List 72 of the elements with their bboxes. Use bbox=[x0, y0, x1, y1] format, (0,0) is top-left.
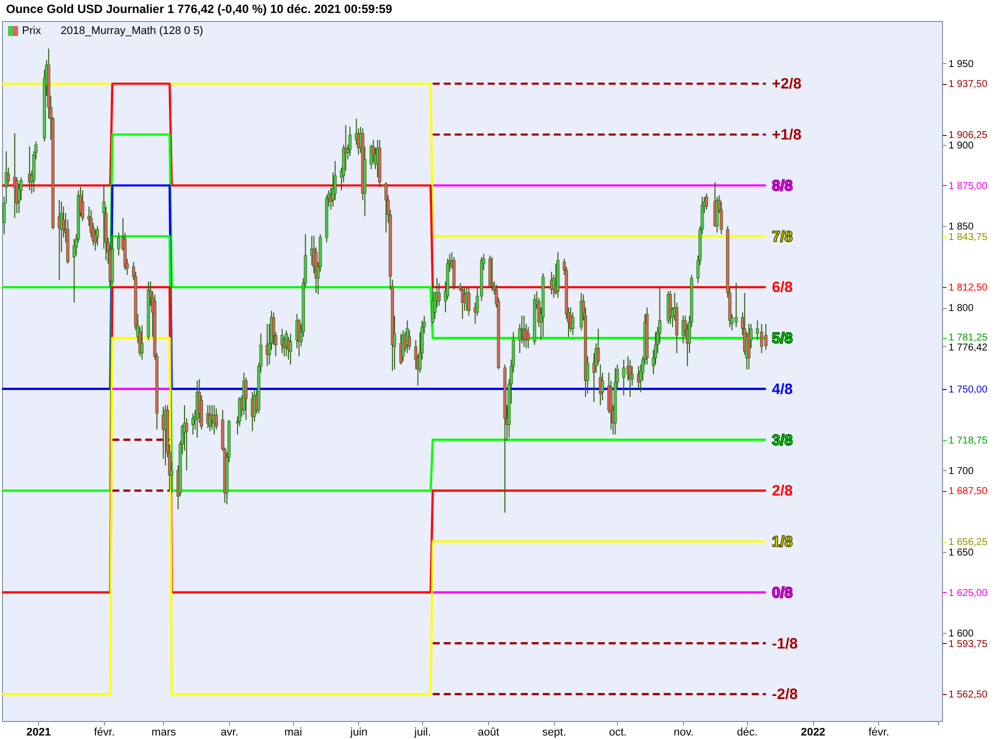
candlestick bbox=[140, 324, 144, 360]
x-tick-label: juin bbox=[349, 726, 368, 738]
y-tick-label: 1 700 bbox=[948, 466, 974, 477]
x-tick-label: 2021 bbox=[26, 726, 51, 738]
y-tick-label: 1 562,50 bbox=[948, 690, 988, 701]
x-tick-label: 2022 bbox=[800, 726, 826, 738]
candlestick bbox=[571, 312, 574, 336]
candlestick bbox=[72, 238, 76, 304]
series-label: 8/8 bbox=[772, 177, 793, 194]
x-tick-label: mai bbox=[284, 726, 302, 738]
series-label: 4/8 bbox=[772, 380, 793, 398]
x-tick-label: juil. bbox=[413, 726, 431, 738]
y-tick-label: 1 906,25 bbox=[948, 130, 988, 141]
x-tick-label: août bbox=[478, 726, 500, 738]
series-label: -1/8 bbox=[772, 635, 798, 652]
candlestick bbox=[760, 323, 764, 354]
legend-label: Prix bbox=[22, 25, 42, 37]
annotation: 2018_Murray_Math (128 0 5) bbox=[60, 25, 204, 37]
x-tick-label: févr. bbox=[94, 726, 115, 738]
x-tick-label: sept. bbox=[542, 726, 566, 738]
chart-title: Ounce Gold USD Journalier 1 776,42 (-0,40 %) 10 déc. 2021 00:59:59 bbox=[6, 2, 393, 16]
series-label: +1/8 bbox=[772, 126, 802, 144]
series-label: 3/8 bbox=[772, 432, 793, 449]
series-label: 7/8 bbox=[772, 228, 793, 246]
series-label: 1/8 bbox=[772, 534, 793, 551]
y-tick-label: 1 718,75 bbox=[948, 435, 988, 446]
candlestick bbox=[214, 408, 218, 430]
y-tick-label: 1 650 bbox=[948, 547, 974, 558]
candlestick bbox=[764, 323, 768, 350]
candlestick bbox=[622, 359, 626, 396]
y-tick-label: 1 850 bbox=[948, 222, 974, 233]
y-tick-label: 1 687,50 bbox=[948, 486, 988, 498]
y-tick-label: 1 875,00 bbox=[948, 180, 988, 192]
y-tick-label: 1 656,25 bbox=[948, 536, 988, 548]
candlestick bbox=[348, 126, 352, 157]
candlestick bbox=[490, 256, 494, 292]
series-label: 6/8 bbox=[772, 279, 793, 296]
candlestick bbox=[117, 232, 120, 256]
series-label: 2/8 bbox=[772, 482, 793, 500]
y-tick-label: 1 776,42 bbox=[948, 342, 988, 354]
candlestick bbox=[734, 282, 738, 328]
x-tick-label: déc. bbox=[736, 726, 758, 738]
candlestick bbox=[96, 226, 100, 246]
candlestick bbox=[526, 326, 530, 349]
y-tick-label: 1 600 bbox=[948, 628, 974, 640]
y-tick-label: 1 781,25 bbox=[948, 332, 988, 344]
candlestick bbox=[289, 333, 292, 365]
candlestick bbox=[467, 287, 470, 316]
candlestick bbox=[598, 364, 602, 406]
series-label: 0/8 bbox=[772, 584, 793, 602]
y-tick-label: 1 812,50 bbox=[948, 282, 988, 294]
x-tick-label: oct. bbox=[608, 726, 627, 738]
candlestick bbox=[704, 193, 708, 210]
x-tick-label: avr. bbox=[220, 726, 238, 738]
x-tick-label: nov. bbox=[674, 726, 694, 738]
y-tick-label: 1 750,00 bbox=[948, 384, 988, 396]
x-tick-label: mars bbox=[152, 726, 176, 738]
x-tick-label: févr. bbox=[868, 726, 890, 738]
y-tick-label: 1 900 bbox=[948, 140, 974, 152]
series-label: +2/8 bbox=[772, 76, 802, 93]
y-tick-label: 1 625,00 bbox=[948, 588, 988, 599]
series-label: 5/8 bbox=[772, 330, 793, 348]
candlestick bbox=[406, 320, 409, 354]
y-tick-label: 1 950 bbox=[948, 58, 974, 70]
candlestick bbox=[284, 330, 288, 357]
series-label: -2/8 bbox=[772, 686, 798, 704]
y-tick-label: 1 937,50 bbox=[948, 79, 988, 90]
y-tick-label: 1 593,75 bbox=[948, 638, 988, 650]
y-tick-label: 1 800 bbox=[948, 303, 974, 314]
y-tick-label: 1 843,75 bbox=[948, 232, 988, 243]
candlestick bbox=[488, 254, 492, 288]
candlestick bbox=[556, 252, 560, 298]
